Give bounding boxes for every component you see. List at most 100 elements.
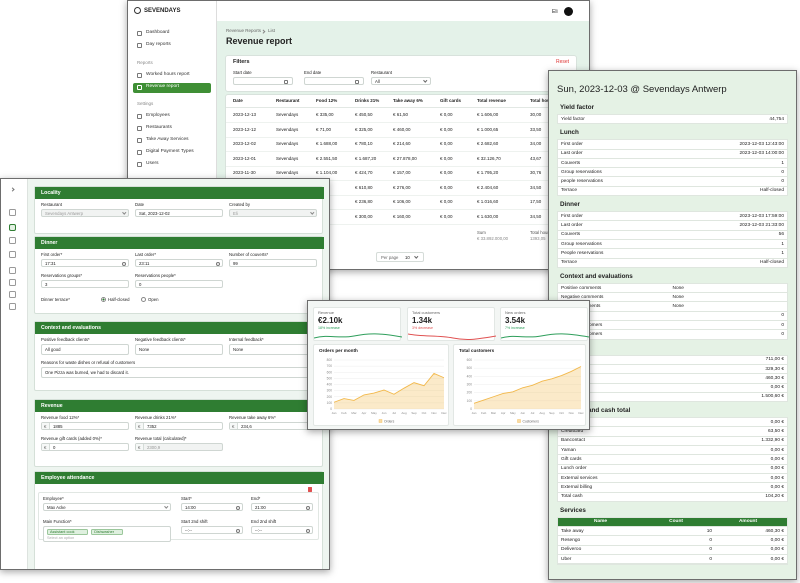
nav-item[interactable]: Restaurants (146, 125, 172, 130)
column-header: Date (233, 98, 243, 103)
row-value: 0,00 € (770, 447, 784, 453)
sidebar-icon[interactable] (9, 267, 16, 274)
nav-active-bg[interactable] (133, 83, 211, 93)
row-value: 0 (781, 322, 784, 328)
field-input[interactable]: Eli (229, 209, 317, 217)
field-input[interactable]: 23:11 (135, 259, 223, 267)
filter-input[interactable] (304, 77, 364, 85)
filter-input[interactable] (233, 77, 293, 85)
field-input[interactable]: Sevendays Antwerp (41, 209, 129, 217)
sparkline (314, 333, 402, 339)
sidebar-icon[interactable] (9, 224, 16, 231)
services-cell: 0,00 € (770, 556, 784, 562)
field-value: 21:00 (255, 504, 266, 510)
x-tick-label: Oct (422, 411, 427, 415)
field-input[interactable]: --:-- (251, 526, 313, 534)
field-input[interactable]: All good (41, 344, 129, 355)
field-input[interactable]: €7352 (135, 422, 223, 430)
field-input[interactable]: €1885 (41, 422, 129, 430)
field-input[interactable]: 99 (229, 259, 317, 267)
field-input[interactable]: None (135, 344, 223, 355)
services-cell: Count (669, 519, 684, 525)
form-sidebar (1, 179, 28, 569)
field-input[interactable]: Max Acke (43, 503, 171, 511)
field-input[interactable]: 21:00 (251, 503, 313, 511)
per-page-value: 10 (405, 254, 410, 260)
field-input[interactable]: 17:31 (41, 259, 129, 267)
row-label: Group reservations (561, 241, 602, 247)
sidebar-icon[interactable] (9, 251, 16, 258)
pagination[interactable]: Per page 10 (376, 252, 424, 262)
logo-icon (134, 7, 141, 14)
field-input[interactable]: 0 (135, 280, 223, 288)
nav-item[interactable]: Day reports (146, 42, 171, 47)
nav-item[interactable]: Revenue report (146, 84, 180, 89)
kpi-card: Total customers 1.34k 3% decrease (407, 307, 496, 341)
field-label: Start* (181, 496, 192, 501)
nav-item[interactable]: Take Away Services (146, 137, 189, 142)
nav-item[interactable]: Employees (146, 113, 170, 118)
breadcrumb[interactable]: Revenue Reports (226, 28, 262, 33)
chip: Assistant cook (47, 529, 89, 535)
row-label: Terrace (561, 260, 577, 266)
field-input[interactable]: €234,6 (229, 422, 317, 430)
nav-item[interactable]: Dashboard (146, 30, 170, 35)
card-header: Context and evaluations (35, 322, 324, 334)
field-value: 99 (233, 260, 238, 266)
row-label: Yield factor (561, 116, 585, 122)
radio[interactable] (101, 297, 106, 302)
reset-button[interactable]: Reset (556, 59, 570, 65)
filter-input[interactable]: All (371, 77, 431, 85)
avatar[interactable] (564, 7, 573, 16)
legend-label: Customers (523, 419, 540, 423)
sidebar-icon[interactable] (9, 303, 16, 310)
field-label: First order* (41, 252, 63, 257)
field-value: None (233, 346, 244, 352)
radio[interactable] (141, 297, 146, 302)
field-value: 234,6 (241, 423, 252, 429)
field-input[interactable]: None (229, 344, 317, 355)
field-input[interactable]: 3 (41, 280, 129, 288)
sidebar-icon[interactable] (9, 291, 16, 298)
row-value: 104,20 € (765, 494, 784, 500)
x-tick-label: Oct (559, 411, 564, 415)
field-input[interactable]: One Pizza was burned, we had to discard … (41, 367, 321, 378)
kpi-value: €2.10k (318, 316, 343, 325)
field-label: Date (135, 202, 145, 207)
sidebar-icon[interactable] (9, 237, 16, 244)
nav-icon (137, 43, 142, 48)
field-label: Reservations groups* (41, 273, 83, 278)
field-input[interactable]: --:-- (181, 526, 243, 534)
column-header: Restaurant (276, 98, 300, 103)
sum-label: Sum (477, 230, 486, 235)
table-cell: Sevendays (276, 126, 299, 132)
nav-item[interactable]: Users (146, 161, 159, 166)
delete-icon[interactable] (308, 487, 312, 492)
row-value: 2023-12-03 12:43:00 (739, 141, 784, 147)
sidebar-icon[interactable] (9, 209, 16, 216)
services-cell: Deliveroo (561, 547, 582, 553)
page-title: Revenue report (226, 36, 293, 46)
nav-item[interactable]: Digital Payment Types (146, 149, 194, 154)
field-input[interactable]: 14:00 (181, 503, 243, 511)
nav-item[interactable]: Worked hours report (146, 72, 190, 77)
table-cell: € 27.878,00 (393, 155, 417, 161)
field-input[interactable]: Sat, 2023-12-02 (135, 209, 223, 217)
field-input[interactable]: €2300,9 (135, 443, 223, 451)
field-input[interactable]: €0 (41, 443, 129, 451)
card-title: Dinner (41, 239, 58, 246)
row-label: Negative comments (561, 294, 604, 300)
radio-label: Open (148, 297, 159, 302)
table-cell: € 0,00 (440, 155, 453, 161)
table-cell: € 0,00 (440, 141, 453, 146)
row-label: Refused customers (561, 331, 603, 337)
nav-icon (137, 162, 142, 167)
chevron (310, 210, 315, 215)
table-cell: Sevendays (276, 170, 299, 175)
field-value: --:-- (255, 527, 262, 533)
field-input[interactable]: Assistant cook Dishwasher Select an option (43, 526, 171, 542)
services-header: Name Count Amount (558, 517, 787, 528)
sidebar-icon[interactable] (9, 279, 16, 286)
section-table: Yield factor 44,754 (557, 114, 788, 125)
